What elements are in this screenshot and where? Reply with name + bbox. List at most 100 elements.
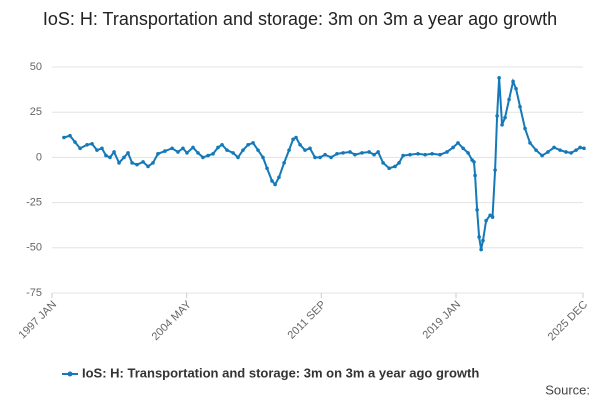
data-point — [282, 161, 286, 165]
data-point — [445, 150, 449, 154]
data-point — [191, 145, 195, 150]
data-point — [360, 151, 364, 155]
data-point — [236, 155, 240, 160]
source: Source: — [545, 382, 590, 397]
data-point — [206, 153, 210, 158]
data-point — [393, 164, 397, 169]
data-point — [323, 152, 327, 157]
data-point — [256, 148, 260, 152]
data-point — [78, 146, 82, 151]
data-point — [287, 148, 291, 152]
data-point — [451, 145, 455, 150]
data-point — [376, 150, 380, 154]
data-point — [353, 152, 357, 157]
data-point — [112, 150, 116, 154]
data-point — [578, 145, 582, 150]
data-point — [558, 148, 562, 152]
data-point — [472, 160, 476, 164]
data-point — [490, 215, 495, 219]
data-point — [163, 149, 167, 153]
data-point — [473, 173, 477, 178]
data-point — [130, 161, 134, 165]
data-point — [552, 145, 556, 150]
data-point — [348, 150, 352, 154]
data-point — [372, 152, 376, 157]
data-point — [564, 150, 568, 154]
data-point — [401, 153, 405, 158]
data-point — [211, 151, 215, 156]
y-tick-label: -25 — [26, 197, 42, 209]
x-tick-label: 1997 JAN — [17, 299, 60, 342]
data-point — [313, 155, 317, 160]
data-point — [518, 104, 522, 109]
y-tick-label: 50 — [30, 61, 42, 73]
data-point — [294, 135, 298, 140]
data-point — [408, 152, 412, 157]
data-point — [514, 86, 518, 91]
data-point — [85, 142, 89, 147]
data-point — [461, 146, 465, 151]
data-point — [381, 161, 385, 165]
data-point — [181, 146, 185, 151]
data-point — [270, 179, 274, 183]
data-point — [493, 168, 497, 172]
data-point — [318, 155, 322, 160]
data-point — [569, 151, 573, 155]
y-tick-label: -75 — [26, 287, 42, 299]
data-point — [329, 155, 333, 160]
data-point — [225, 148, 229, 152]
x-tick-label: 2004 MAY — [150, 298, 195, 343]
data-point — [479, 247, 483, 252]
data-point — [100, 146, 104, 151]
data-point — [241, 148, 245, 152]
data-point — [122, 155, 126, 160]
x-tick-label: 2019 JAN — [421, 299, 464, 342]
data-point — [141, 160, 145, 164]
data-point — [481, 238, 485, 243]
data-point — [387, 166, 391, 171]
data-point — [534, 148, 538, 152]
data-point — [582, 146, 586, 151]
data-point — [104, 153, 108, 158]
data-point — [251, 141, 255, 145]
data-point — [430, 151, 434, 156]
data-point — [231, 151, 235, 155]
data-point — [438, 152, 442, 157]
x-tick-label: 2025 DEC — [546, 299, 590, 343]
data-point — [220, 142, 224, 147]
data-point — [196, 151, 200, 155]
data-point — [291, 137, 295, 142]
data-point — [246, 142, 250, 147]
data-point — [265, 166, 269, 171]
data-point — [298, 142, 302, 147]
data-point — [185, 151, 189, 155]
data-point — [341, 151, 345, 155]
x-tick-label: 2011 SEP — [286, 299, 329, 342]
data-point — [511, 79, 515, 84]
data-point — [500, 123, 504, 127]
data-point — [151, 161, 155, 165]
data-point — [95, 148, 99, 152]
data-point — [146, 164, 150, 169]
data-point — [523, 126, 527, 131]
data-point — [574, 148, 578, 152]
data-point — [540, 153, 544, 158]
data-point — [135, 162, 139, 167]
data-point — [466, 151, 470, 155]
data-point — [156, 151, 160, 156]
data-point — [303, 148, 307, 152]
data-point — [497, 76, 501, 80]
data-point — [335, 151, 339, 156]
data-point — [216, 145, 220, 150]
data-point — [73, 140, 77, 144]
data-point — [423, 152, 427, 157]
data-point — [484, 218, 488, 223]
data-point — [201, 155, 205, 160]
data-point — [126, 151, 130, 155]
data-point — [475, 208, 479, 212]
legend-label: IoS: H: Transportation and storage: 3m o… — [82, 365, 479, 380]
legend-marker — [67, 371, 73, 377]
y-tick-label: 0 — [36, 151, 42, 163]
